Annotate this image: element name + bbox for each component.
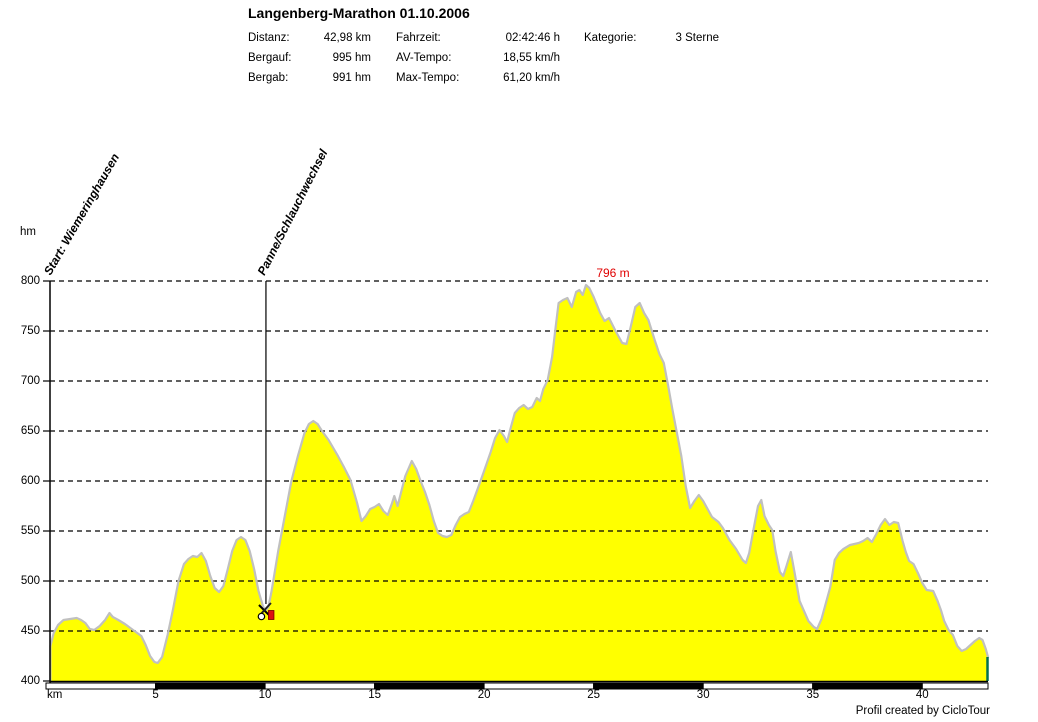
- scale-bar-segment: [45, 682, 156, 690]
- stat-label-av-tempo: AV-Tempo:: [396, 52, 452, 64]
- scale-bar-segment: [374, 682, 485, 690]
- stat-label-max-tempo: Max-Tempo:: [396, 72, 460, 84]
- x-tick-label: 35: [806, 689, 820, 701]
- stat-value-distanz: 42,98 km: [323, 32, 371, 44]
- stat-value-max-tempo: 61,20 km/h: [503, 72, 560, 84]
- y-tick-label: 750: [20, 325, 40, 337]
- x-tick-label: 10: [258, 689, 272, 701]
- scale-bar-segment: [483, 682, 595, 690]
- stat-label-fahrzeit: Fahrzeit:: [396, 32, 441, 44]
- peak-elevation-label: 796 m: [581, 266, 645, 280]
- x-tick-label: 20: [477, 689, 491, 701]
- panne-marker-icon: [257, 602, 275, 621]
- y-tick-label: 600: [20, 475, 40, 487]
- stat-label-bergab: Bergab:: [248, 72, 289, 84]
- scale-bar-segment: [155, 682, 266, 690]
- stat-label-bergauf: Bergauf:: [248, 52, 292, 64]
- x-tick-label: 5: [152, 689, 159, 701]
- x-tick-label: 30: [696, 689, 710, 701]
- scale-bar-segment: [593, 682, 704, 690]
- x-tick-label: 40: [915, 689, 929, 701]
- y-tick-label: 700: [20, 375, 40, 387]
- y-tick-label: 400: [20, 675, 40, 687]
- credit-text: Profil created by CicloTour: [855, 705, 990, 717]
- stat-label-distanz: Distanz:: [248, 32, 290, 44]
- y-tick-label: 650: [20, 425, 40, 437]
- scale-bar-segment: [702, 682, 814, 690]
- stat-value-bergauf: 995 hm: [332, 52, 371, 64]
- stat-value-kategorie: 3 Sterne: [675, 32, 719, 44]
- scale-bar-segment: [921, 682, 989, 690]
- y-tick-label: 800: [20, 275, 40, 287]
- page-title: Langenberg-Marathon 01.10.2006: [248, 5, 470, 21]
- y-tick-label: 450: [20, 625, 40, 637]
- scale-bar-segment: [812, 682, 923, 690]
- stat-value-av-tempo: 18,55 km/h: [503, 52, 560, 64]
- stat-label-kategorie: Kategorie:: [584, 32, 637, 44]
- stat-value-fahrzeit: 02:42:46 h: [505, 32, 560, 44]
- x-tick-label: 25: [587, 689, 601, 701]
- x-axis-unit-label: km: [47, 689, 63, 701]
- scale-bar-segment: [264, 682, 376, 690]
- profile-outline: [49, 283, 990, 683]
- profile-area: [50, 285, 988, 681]
- y-axis-unit-label: hm: [20, 226, 36, 238]
- stat-value-bergab: 991 hm: [332, 72, 371, 84]
- y-tick-label: 500: [20, 575, 40, 587]
- x-tick-label: 15: [368, 689, 381, 701]
- y-tick-label: 550: [20, 525, 40, 537]
